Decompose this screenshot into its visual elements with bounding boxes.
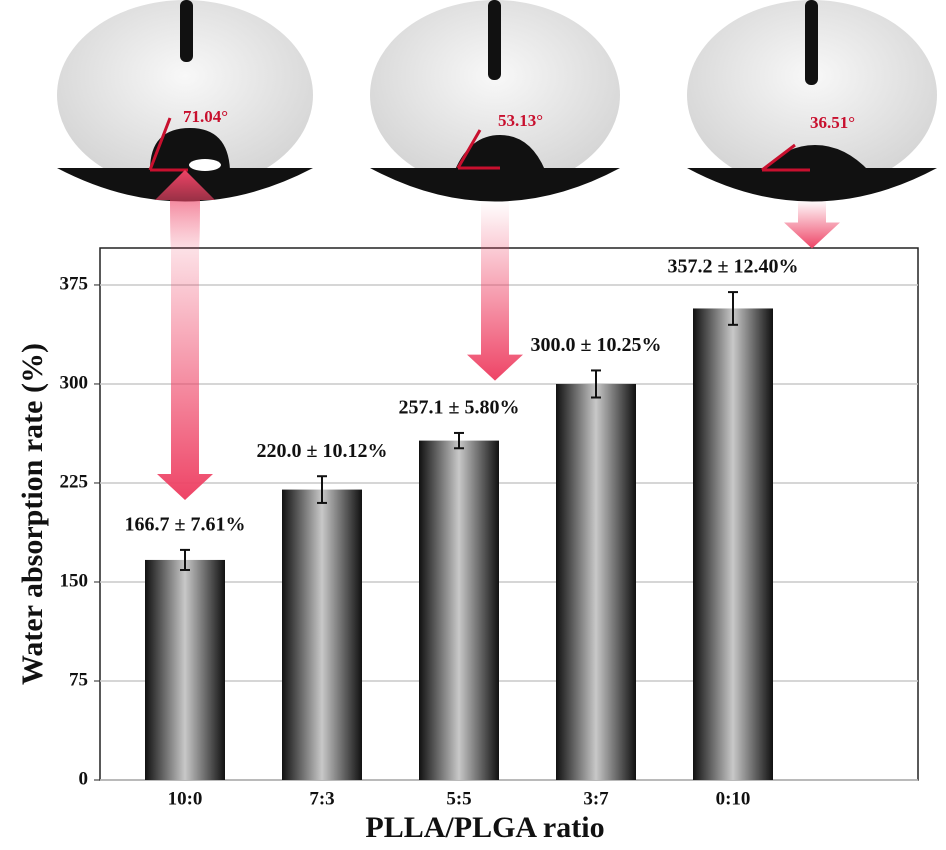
droplet-image — [370, 0, 620, 202]
contact-angle: 36.51° — [810, 113, 855, 132]
droplet-images — [57, 0, 937, 250]
y-tick-label: 375 — [60, 273, 89, 294]
error-bar — [728, 291, 738, 326]
bar — [556, 383, 636, 780]
y-tick-label: 300 — [60, 372, 89, 393]
pointer-arrow — [467, 200, 523, 381]
droplet-image — [687, 0, 937, 202]
y-axis-title: Water absorption rate (%) — [16, 343, 49, 685]
y-tick-label: 150 — [60, 570, 89, 591]
x-tick-label: 5:5 — [446, 788, 471, 809]
y-tick-label: 0 — [79, 768, 89, 789]
bars — [145, 308, 773, 780]
bar — [282, 489, 362, 780]
bar — [693, 308, 773, 780]
contact-angle: 71.04° — [183, 107, 228, 126]
bar — [145, 559, 225, 780]
value-label: 257.1 ± 5.80% — [399, 397, 520, 419]
contact-angle: 53.13° — [498, 111, 543, 130]
value-label: 166.7 ± 7.61% — [125, 513, 246, 535]
x-axis-title: PLLA/PLGA ratio — [365, 811, 604, 844]
bar — [419, 440, 499, 780]
x-tick-label: 10:0 — [168, 788, 203, 809]
error-bar — [591, 369, 601, 399]
x-tick-label: 7:3 — [309, 788, 334, 809]
arrows — [157, 200, 840, 500]
value-label: 220.0 ± 10.12% — [257, 440, 388, 462]
value-label: 300.0 ± 10.25% — [531, 334, 662, 356]
y-tick-label: 225 — [60, 471, 89, 492]
droplet-image — [57, 0, 313, 250]
error-bar — [454, 431, 464, 450]
pointer-arrow — [784, 200, 840, 249]
pointer-arrow — [157, 200, 213, 500]
error-bar — [180, 548, 190, 571]
y-tick-label: 75 — [69, 669, 88, 690]
value-label: 357.2 ± 12.40% — [668, 256, 799, 278]
error-bar — [317, 475, 327, 504]
x-tick-label: 0:10 — [716, 788, 751, 809]
x-tick-label: 3:7 — [583, 788, 609, 809]
